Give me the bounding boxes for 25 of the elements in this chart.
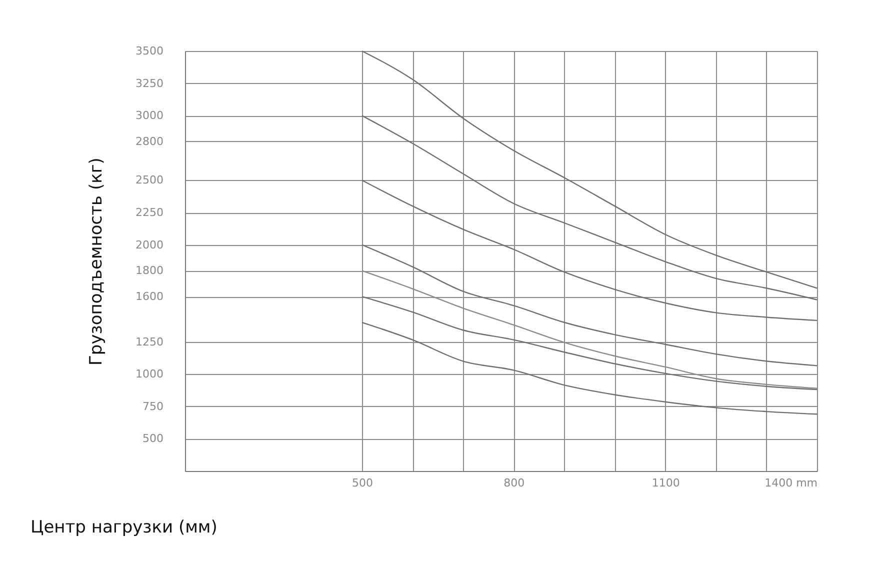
y-tick-label: 1250 — [136, 335, 164, 348]
y-tick-label: 2000 — [136, 238, 164, 252]
y-tick-label: 2250 — [136, 206, 164, 220]
line-series — [361, 180, 818, 322]
line-series — [361, 115, 818, 300]
line-series — [361, 296, 818, 390]
x-tick-label: 500 — [352, 476, 373, 490]
y-tick-label: 1800 — [136, 264, 164, 278]
y-tick-label: 3000 — [136, 109, 164, 122]
line-series — [361, 322, 818, 415]
x-axis-title: Центр нагрузки (мм) — [30, 518, 218, 538]
y-tick-label: 500 — [142, 432, 164, 446]
y-tick-label: 1000 — [136, 368, 164, 381]
y-axis-title: Грузоподъемность (кг) — [86, 158, 107, 366]
line-series — [361, 50, 818, 289]
y-tick-label: 3250 — [136, 76, 164, 90]
x-tick-label: 1100 — [652, 476, 680, 490]
y-tick-label: 750 — [142, 400, 164, 413]
y-tick-label: 3500 — [136, 44, 164, 58]
y-tick-label: 2500 — [136, 174, 164, 187]
y-tick-label: 2800 — [136, 134, 164, 148]
x-tick-label: 800 — [504, 476, 525, 490]
line-series — [361, 244, 818, 366]
y-tick-label: 1600 — [136, 290, 164, 304]
x-tick-label: 1400 mm — [764, 476, 818, 490]
